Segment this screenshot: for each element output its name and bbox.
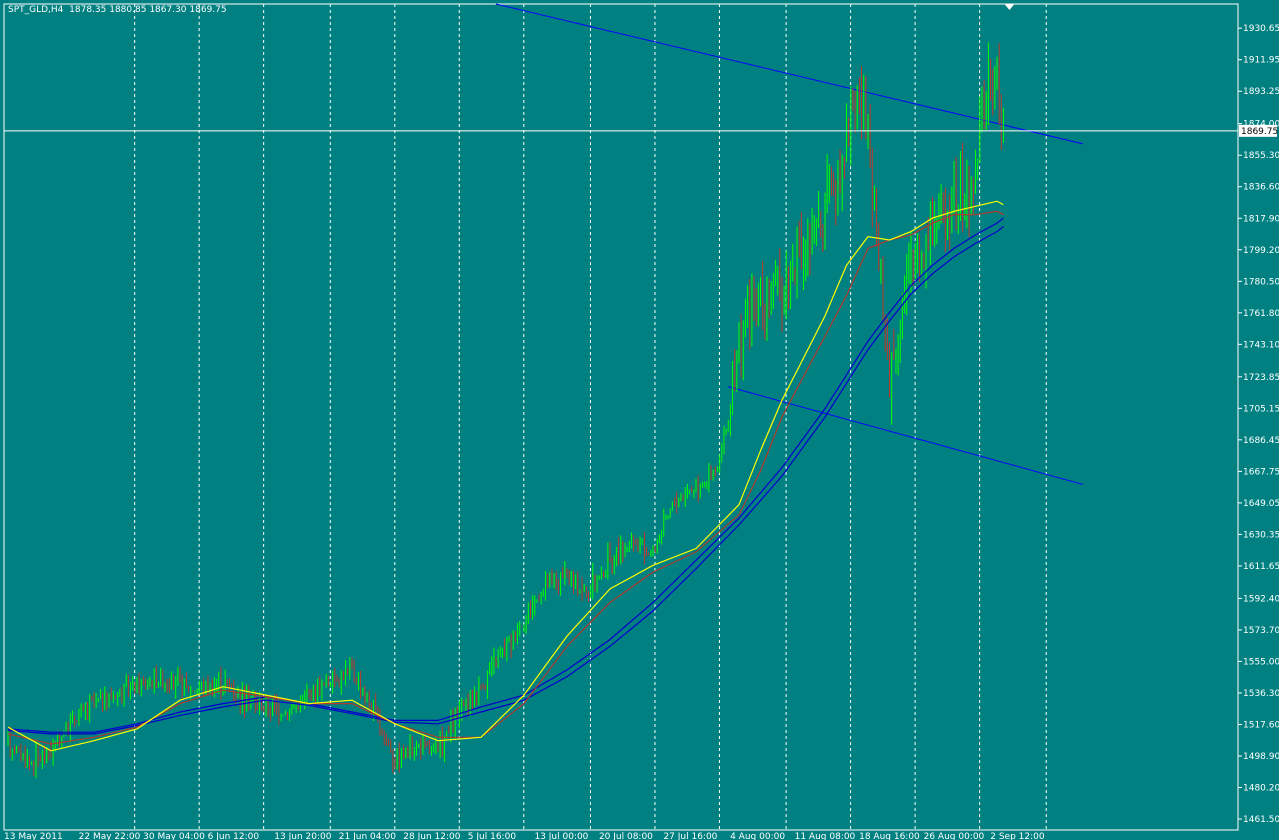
- ma-fast-line: [7, 200, 1004, 752]
- y-tick-label: 1592.40: [1243, 594, 1279, 604]
- trendline[interactable]: [728, 386, 1084, 485]
- ma-slow-lower-line: [7, 226, 1004, 735]
- x-tick-label: 5 Jul 16:00: [468, 832, 517, 840]
- y-tick-label: 1705.15: [1243, 404, 1279, 414]
- x-tick-label: 22 May 22:00: [79, 832, 141, 840]
- y-tick-label: 1799.20: [1243, 246, 1279, 256]
- y-tick-label: 1836.60: [1243, 183, 1279, 193]
- y-tick-label: 1480.20: [1243, 784, 1279, 794]
- y-tick-label: 1817.90: [1243, 214, 1279, 224]
- trendline[interactable]: [495, 3, 1084, 145]
- y-tick-label: 1517.60: [1243, 720, 1279, 730]
- current-price-tag: [1239, 124, 1277, 137]
- current-price-label: 1869.75: [1241, 127, 1278, 137]
- x-tick-label: 21 Jun 04:00: [339, 832, 396, 840]
- plot-frame: [3, 3, 1239, 831]
- ohlc-readout: 1878.35 1880.85 1867.30 1869.75: [69, 5, 227, 15]
- x-tick-label: 28 Jun 12:00: [403, 832, 460, 840]
- x-tick-label: 18 Aug 16:00: [859, 832, 920, 840]
- symbol-label: SPT_GLD,H4: [8, 5, 64, 15]
- x-tick-label: 13 Jul 00:00: [534, 832, 588, 840]
- x-tick-label: 30 May 04:00: [143, 832, 205, 840]
- y-tick-label: 1611.65: [1243, 562, 1279, 572]
- x-tick-label: 13 May 2011: [4, 832, 63, 840]
- y-tick-label: 1930.65: [1243, 24, 1279, 34]
- x-tick-label: 4 Aug 00:00: [730, 832, 785, 840]
- x-tick-label: 26 Aug 00:00: [924, 832, 985, 840]
- x-tick-label: 2 Sep 12:00: [990, 832, 1045, 840]
- ma-mid-line: [7, 210, 1004, 745]
- chart-header: SPT_GLD,H4 1878.35 1880.85 1867.30 1869.…: [8, 5, 227, 15]
- shift-marker-icon[interactable]: [1004, 4, 1015, 10]
- x-tick-label: 20 Jul 08:00: [599, 832, 653, 840]
- y-tick-label: 1667.75: [1243, 467, 1279, 477]
- x-tick-label: 6 Jun 12:00: [208, 832, 260, 840]
- y-tick-label: 1780.50: [1243, 277, 1279, 287]
- y-tick-label: 1630.35: [1243, 530, 1279, 540]
- y-tick-label: 1911.95: [1243, 56, 1279, 66]
- y-tick-label: 1723.85: [1243, 373, 1279, 383]
- y-tick-label: 1761.80: [1243, 309, 1279, 319]
- y-tick-label: 1686.45: [1243, 436, 1279, 446]
- x-tick-label: 27 Jul 16:00: [663, 832, 717, 840]
- y-tick-label: 1855.30: [1243, 151, 1279, 161]
- x-tick-label: 13 Jun 20:00: [274, 832, 331, 840]
- y-tick-label: 1498.90: [1243, 752, 1279, 762]
- ma-slow-upper-line: [7, 217, 1004, 733]
- y-tick-label: 1573.70: [1243, 626, 1279, 636]
- x-tick-label: 11 Aug 08:00: [795, 832, 856, 840]
- y-tick-label: 1461.50: [1243, 815, 1279, 825]
- y-tick-label: 1874.00: [1243, 120, 1279, 130]
- y-tick-label: 1743.10: [1243, 340, 1279, 350]
- y-tick-label: 1555.00: [1243, 657, 1279, 667]
- y-tick-label: 1893.25: [1243, 87, 1279, 97]
- y-tick-label: 1536.30: [1243, 689, 1279, 699]
- y-tick-label: 1649.05: [1243, 499, 1279, 509]
